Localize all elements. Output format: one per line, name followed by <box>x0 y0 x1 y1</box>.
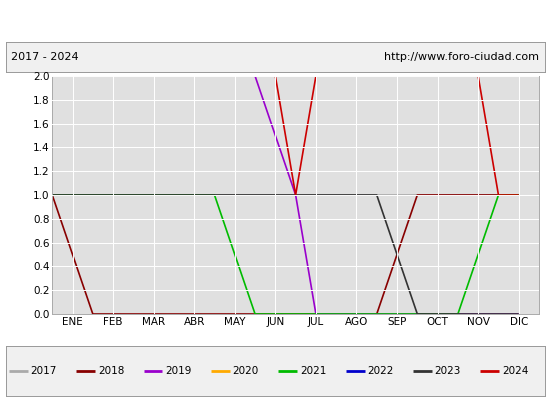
Text: 2020: 2020 <box>233 366 259 376</box>
Text: 2021: 2021 <box>300 366 326 376</box>
Text: http://www.foro-ciudad.com: http://www.foro-ciudad.com <box>384 52 539 62</box>
Text: 2019: 2019 <box>165 366 191 376</box>
Text: 2018: 2018 <box>98 366 124 376</box>
Text: 2017 - 2024: 2017 - 2024 <box>11 52 79 62</box>
Text: Evolucion del paro registrado en Carrias: Evolucion del paro registrado en Carrias <box>121 12 429 28</box>
Text: 2023: 2023 <box>434 366 461 376</box>
Text: 2024: 2024 <box>502 366 529 376</box>
Text: 2022: 2022 <box>367 366 394 376</box>
Text: 2017: 2017 <box>30 366 57 376</box>
